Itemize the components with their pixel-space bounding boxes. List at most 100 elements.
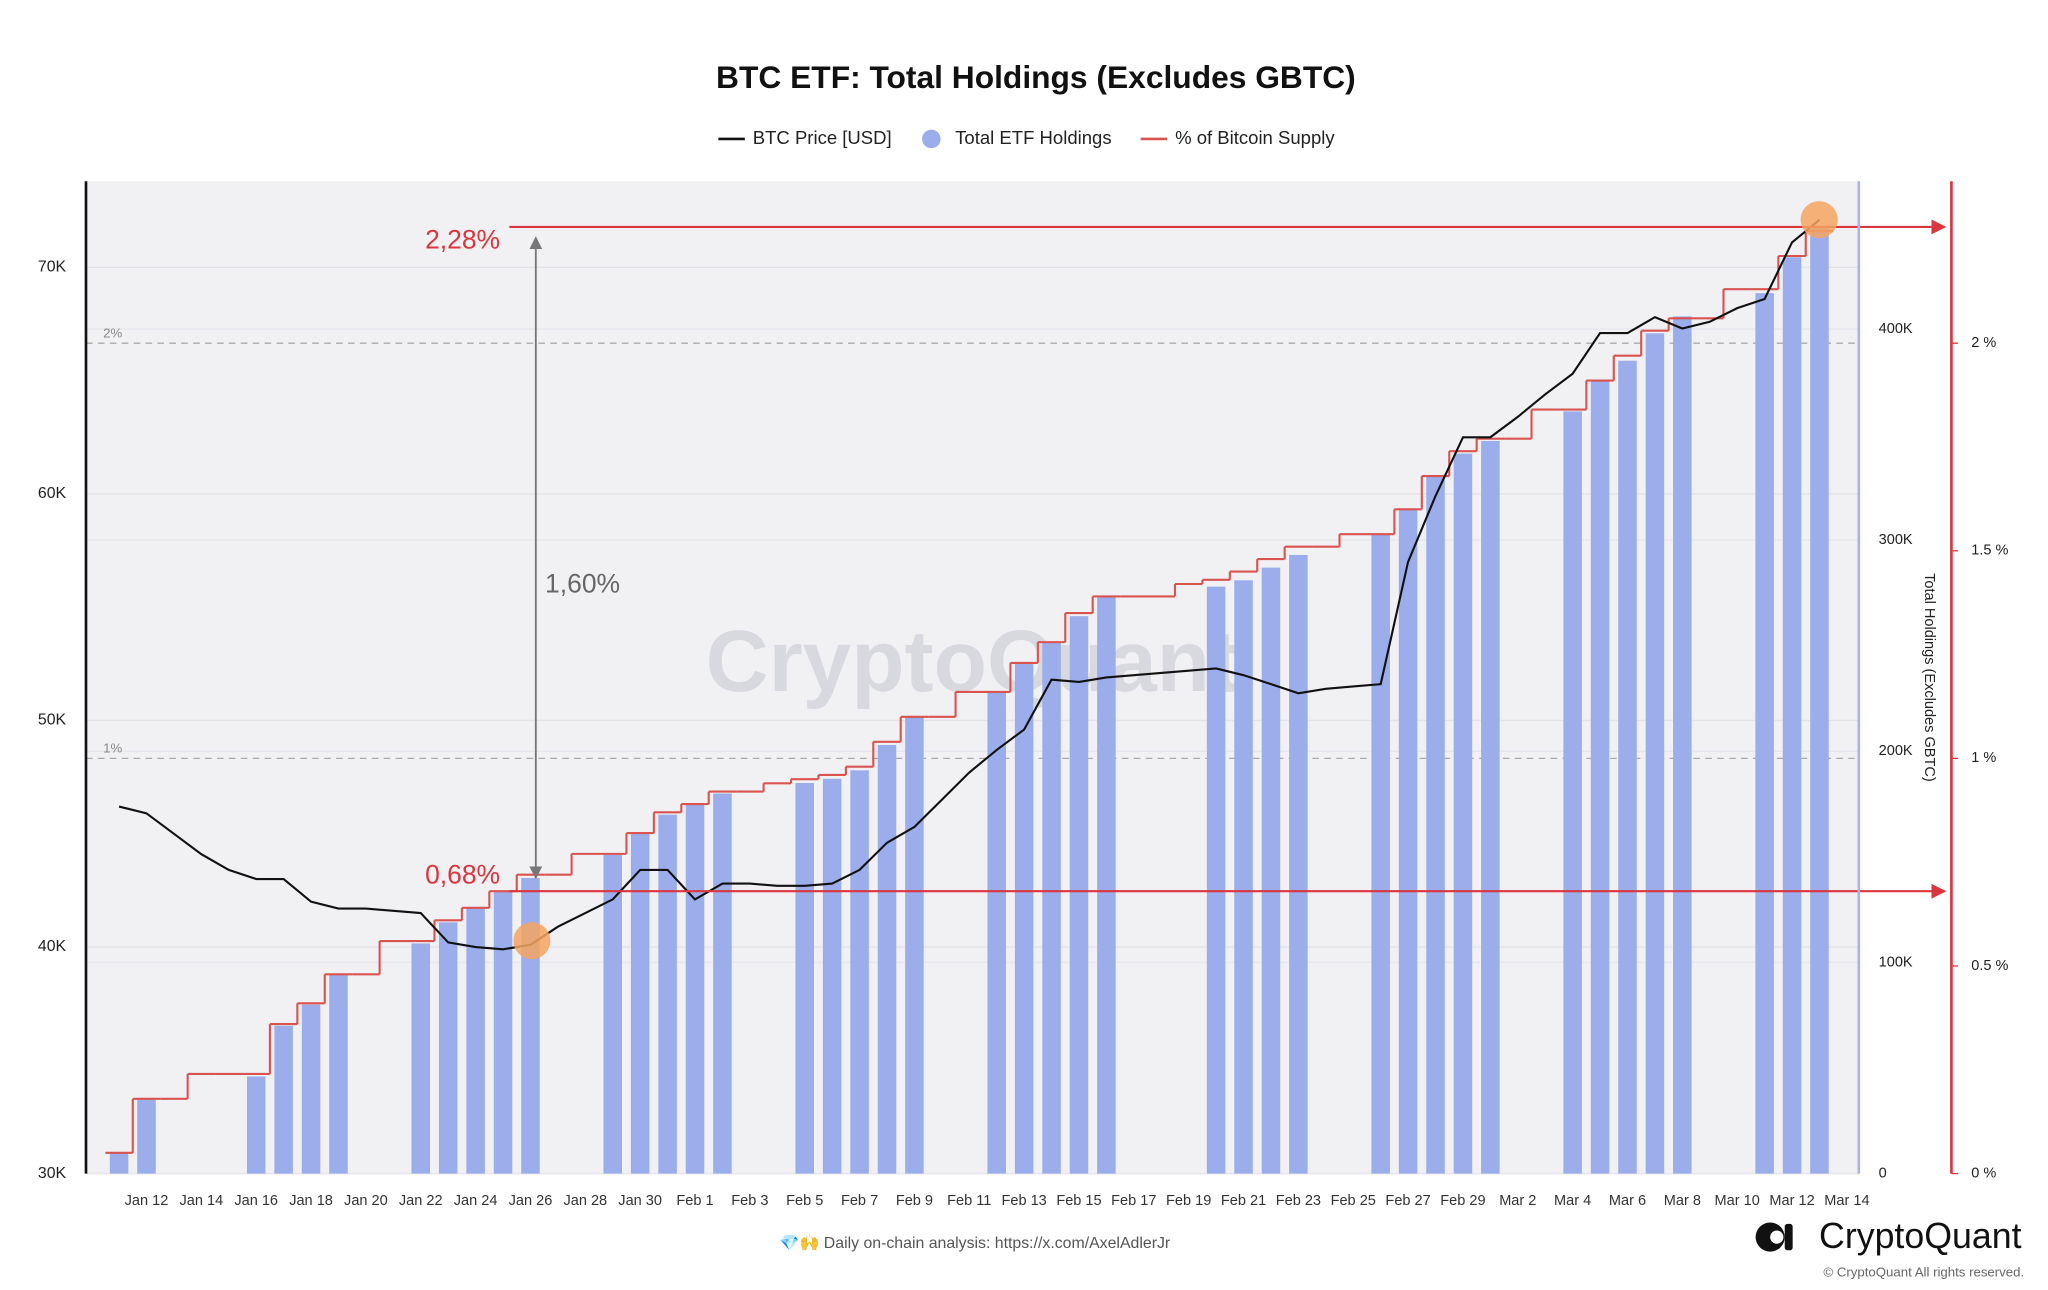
- x-tick-label: Jan 12: [125, 1193, 169, 1209]
- y3-tick-label: 2 %: [1971, 335, 1996, 351]
- y2-tick-label: 400K: [1879, 321, 1913, 337]
- bar: [1673, 316, 1692, 1174]
- bar: [493, 890, 513, 1174]
- bar: [630, 833, 650, 1174]
- y-tick-label: 70K: [38, 259, 67, 276]
- y2-tick-label: 0: [1879, 1165, 1887, 1181]
- y2-tick-label: 300K: [1879, 532, 1913, 548]
- x-tick-label: Jan 26: [509, 1193, 553, 1209]
- bar: [1398, 508, 1418, 1174]
- bar: [1755, 293, 1774, 1174]
- span-label: 1,60%: [545, 569, 620, 599]
- bar: [438, 922, 458, 1174]
- bar: [246, 1076, 266, 1174]
- copyright: © CryptoQuant All rights reserved.: [1823, 1264, 2024, 1279]
- x-tick-label: Feb 3: [731, 1193, 768, 1209]
- x-tick-label: Feb 5: [786, 1193, 823, 1209]
- legend-label: Total ETF Holdings: [955, 127, 1111, 148]
- bar: [1426, 476, 1445, 1174]
- x-tick-label: Feb 21: [1221, 1193, 1266, 1209]
- chart-title: BTC ETF: Total Holdings (Excludes GBTC): [716, 59, 1356, 95]
- x-tick-label: Mar 2: [1499, 1193, 1536, 1209]
- y-tick-label: 30K: [38, 1165, 67, 1182]
- bar: [850, 770, 869, 1174]
- bar: [1234, 580, 1253, 1174]
- bar: [274, 1025, 293, 1174]
- x-tick-label: Feb 25: [1331, 1193, 1376, 1209]
- y-tick-label: 60K: [38, 485, 67, 502]
- bar: [822, 778, 842, 1174]
- x-tick-label: Jan 14: [180, 1193, 224, 1209]
- bar: [301, 1004, 321, 1174]
- legend-label: % of Bitcoin Supply: [1175, 127, 1335, 148]
- x-tick-label: Jan 22: [399, 1193, 443, 1209]
- bar: [109, 1152, 129, 1174]
- bar: [411, 943, 431, 1174]
- x-tick-label: Mar 12: [1769, 1193, 1814, 1209]
- bar: [658, 814, 677, 1174]
- bar: [1042, 641, 1061, 1174]
- x-tick-label: Mar 8: [1664, 1193, 1701, 1209]
- bar: [1590, 379, 1610, 1174]
- x-tick-label: Feb 11: [947, 1193, 991, 1209]
- price-line: [118, 218, 1821, 951]
- x-tick-label: Jan 24: [454, 1193, 498, 1209]
- bar: [795, 782, 814, 1174]
- logo-text: CryptoQuant: [1819, 1216, 2022, 1256]
- x-tick-label: Mar 4: [1554, 1193, 1591, 1209]
- x-tick-label: Mar 10: [1715, 1193, 1760, 1209]
- footer-note: 💎🙌 Daily on-chain analysis: https://x.co…: [780, 1234, 1171, 1252]
- bar: [329, 975, 348, 1174]
- bar: [987, 692, 1006, 1174]
- reference-label: 2%: [103, 325, 122, 340]
- x-tick-label: Feb 29: [1440, 1193, 1485, 1209]
- bar: [1069, 616, 1089, 1174]
- bar: [1097, 597, 1116, 1174]
- bar: [1645, 333, 1665, 1174]
- y2-tick-label: 200K: [1879, 743, 1913, 759]
- x-tick-label: Mar 14: [1824, 1193, 1869, 1209]
- bar: [1481, 440, 1500, 1174]
- bar: [685, 804, 705, 1174]
- watermark: CryptoQuant: [706, 612, 1240, 710]
- x-tick-label: Feb 13: [1001, 1193, 1046, 1209]
- y3-tick-label: 1 %: [1971, 750, 1996, 766]
- x-tick-label: Feb 27: [1385, 1193, 1430, 1209]
- bar: [877, 744, 897, 1174]
- highlight-circle: [1800, 201, 1838, 239]
- bar: [905, 717, 924, 1174]
- x-tick-label: Jan 30: [618, 1193, 662, 1209]
- bar: [137, 1099, 156, 1174]
- x-tick-label: Feb 17: [1111, 1193, 1156, 1209]
- reference-label: 1%: [103, 741, 122, 756]
- y2-tick-label: 100K: [1879, 954, 1913, 970]
- bar: [1371, 533, 1390, 1174]
- x-tick-label: Feb 23: [1276, 1193, 1321, 1209]
- annotation-label: 2,28%: [425, 224, 500, 254]
- bar: [1810, 225, 1829, 1174]
- legend-symbol: [922, 129, 941, 149]
- logo-icon: [1755, 1222, 1793, 1252]
- bar: [466, 907, 485, 1174]
- bar: [1206, 586, 1226, 1174]
- plot-background: [85, 181, 1859, 1174]
- bar: [1782, 257, 1802, 1174]
- x-tick-label: Jan 20: [344, 1193, 388, 1209]
- bar: [603, 854, 622, 1174]
- y3-tick-label: 0.5 %: [1971, 958, 2008, 974]
- bar: [1261, 567, 1281, 1174]
- x-tick-label: Jan 28: [563, 1193, 607, 1209]
- x-tick-label: Feb 19: [1166, 1193, 1211, 1209]
- bar: [713, 793, 732, 1174]
- x-tick-label: Mar 6: [1609, 1193, 1646, 1209]
- y3-tick-label: 1.5 %: [1971, 543, 2008, 559]
- highlight-circle: [513, 922, 551, 960]
- x-tick-label: Feb 15: [1056, 1193, 1101, 1209]
- y3-tick-label: 0 %: [1971, 1165, 1996, 1181]
- x-tick-label: Feb 1: [676, 1193, 713, 1209]
- bar: [1014, 662, 1034, 1174]
- y-tick-label: 40K: [38, 938, 67, 955]
- x-tick-label: Feb 7: [841, 1193, 878, 1209]
